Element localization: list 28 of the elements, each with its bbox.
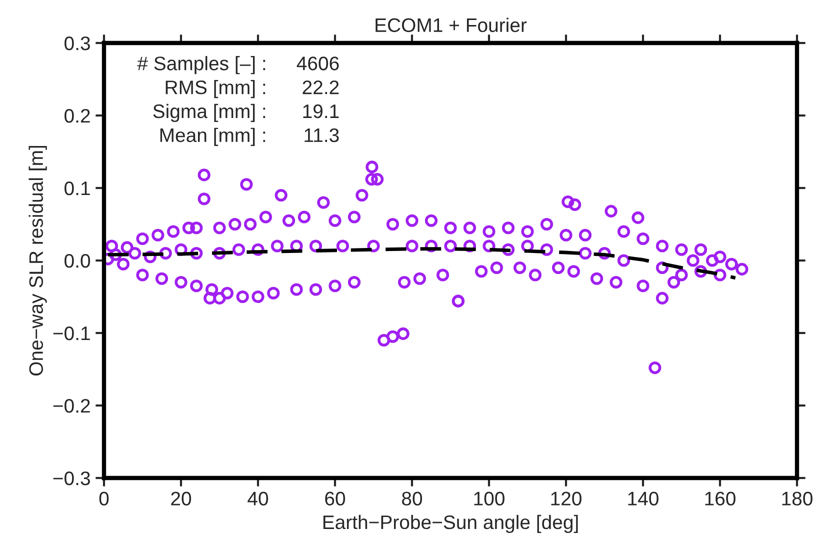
x-tick-label: 80 bbox=[402, 492, 422, 506]
x-tick-label: 0 bbox=[99, 492, 109, 506]
y-tick-label: −0.3 bbox=[53, 471, 90, 486]
x-tick-label: 180 bbox=[782, 492, 812, 506]
y-tick-label: 0.1 bbox=[64, 181, 90, 196]
x-tick-label: 120 bbox=[551, 492, 582, 506]
y-tick-label: 0.2 bbox=[64, 108, 90, 123]
annotation: Sigma [mm] : bbox=[153, 104, 266, 122]
x-tick-label: 160 bbox=[705, 492, 736, 506]
annotation: # Samples [–] : bbox=[137, 56, 266, 74]
y-tick-label: 0.3 bbox=[64, 36, 90, 50]
x-tick-label: 20 bbox=[171, 492, 192, 506]
y-tick-label: −0.2 bbox=[53, 398, 90, 413]
x-tick-label: 140 bbox=[628, 492, 658, 506]
annotation: 22.2 bbox=[302, 80, 339, 94]
annotation: RMS [mm] : bbox=[166, 80, 266, 98]
y-tick-label: 0.0 bbox=[64, 254, 90, 268]
annotation: Mean [mm] : bbox=[160, 128, 266, 146]
annotation: 4606 bbox=[296, 56, 339, 70]
y-axis-title: One−way SLR residual [m] bbox=[28, 146, 47, 376]
annotation: 19.1 bbox=[303, 104, 339, 118]
annotation: 11.3 bbox=[304, 128, 339, 142]
x-axis-title: Earth−Probe−Sun angle [deg] bbox=[323, 514, 578, 533]
x-tick-label: 100 bbox=[474, 492, 504, 506]
chart-title: ECOM1 + Fourier bbox=[376, 18, 527, 32]
x-tick-label: 60 bbox=[325, 492, 346, 506]
x-tick-label: 40 bbox=[248, 492, 268, 506]
y-tick-label: −0.1 bbox=[53, 326, 90, 340]
